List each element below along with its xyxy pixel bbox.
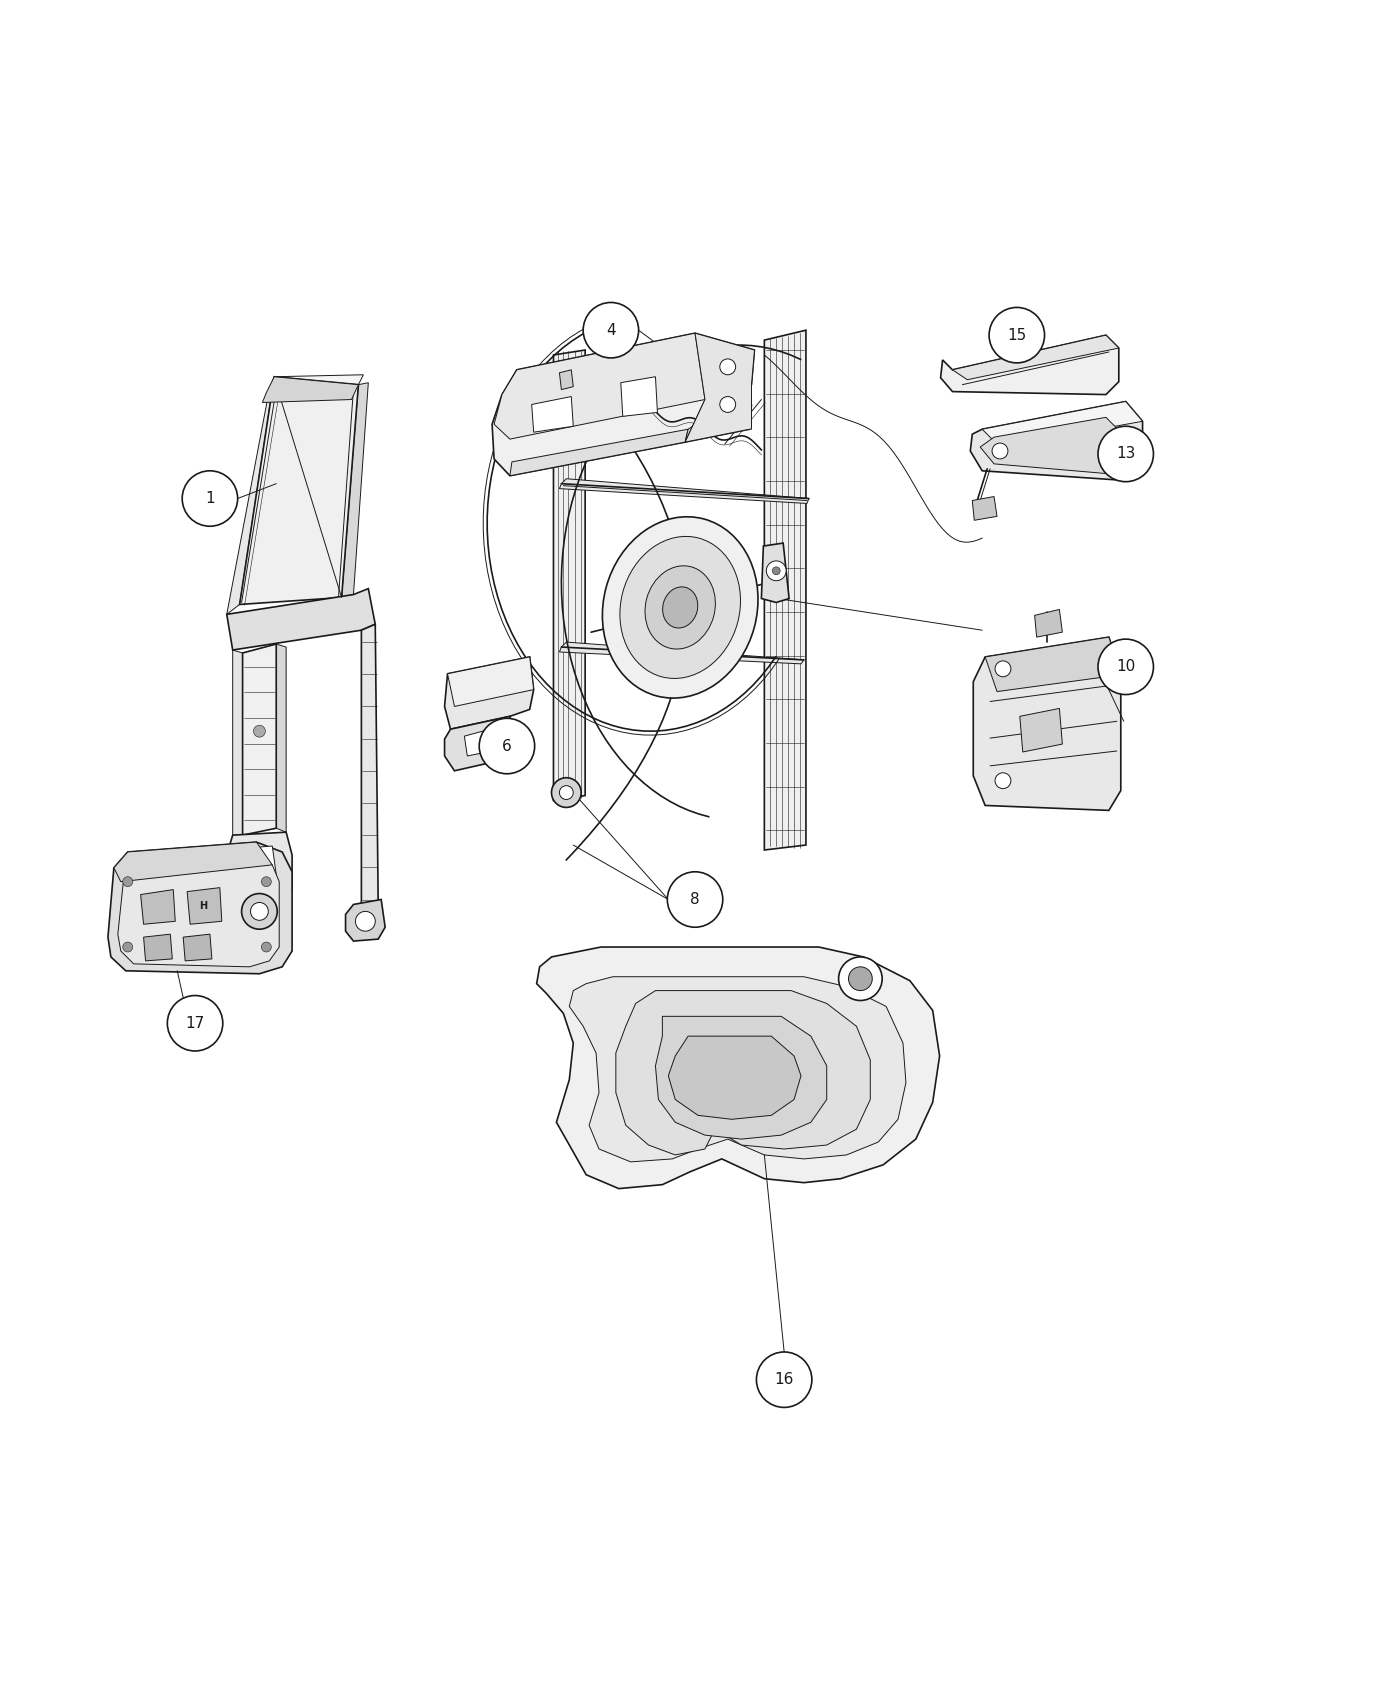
Polygon shape bbox=[983, 401, 1142, 447]
Circle shape bbox=[720, 359, 735, 374]
Circle shape bbox=[995, 661, 1011, 677]
Polygon shape bbox=[510, 428, 689, 476]
Polygon shape bbox=[239, 377, 358, 605]
Polygon shape bbox=[532, 396, 573, 432]
Polygon shape bbox=[118, 855, 279, 967]
Ellipse shape bbox=[620, 537, 741, 678]
Polygon shape bbox=[108, 842, 293, 974]
Text: H: H bbox=[199, 901, 207, 911]
Polygon shape bbox=[227, 588, 375, 649]
Polygon shape bbox=[232, 649, 242, 835]
Circle shape bbox=[995, 774, 1011, 789]
Polygon shape bbox=[465, 729, 491, 756]
Polygon shape bbox=[560, 371, 573, 389]
Polygon shape bbox=[494, 333, 706, 439]
Polygon shape bbox=[952, 335, 1119, 379]
Polygon shape bbox=[560, 479, 809, 503]
Circle shape bbox=[756, 1352, 812, 1408]
Text: 16: 16 bbox=[774, 1372, 794, 1387]
Polygon shape bbox=[346, 899, 385, 942]
Circle shape bbox=[123, 942, 133, 952]
Polygon shape bbox=[242, 644, 276, 835]
Text: 6: 6 bbox=[503, 738, 512, 753]
Text: 15: 15 bbox=[1007, 328, 1026, 343]
Polygon shape bbox=[560, 643, 804, 665]
Circle shape bbox=[584, 303, 638, 359]
Circle shape bbox=[262, 877, 272, 887]
Polygon shape bbox=[616, 991, 871, 1154]
Polygon shape bbox=[361, 624, 378, 911]
Polygon shape bbox=[445, 716, 514, 770]
Circle shape bbox=[839, 957, 882, 1001]
Circle shape bbox=[168, 996, 223, 1051]
Circle shape bbox=[993, 444, 1008, 459]
Polygon shape bbox=[620, 377, 658, 416]
Circle shape bbox=[560, 785, 573, 799]
Circle shape bbox=[251, 903, 269, 920]
Circle shape bbox=[848, 967, 872, 991]
Polygon shape bbox=[140, 889, 175, 925]
Polygon shape bbox=[762, 542, 790, 602]
Circle shape bbox=[182, 471, 238, 527]
Polygon shape bbox=[973, 638, 1121, 811]
Circle shape bbox=[1107, 661, 1123, 677]
Circle shape bbox=[479, 719, 535, 774]
Circle shape bbox=[494, 733, 514, 753]
Polygon shape bbox=[685, 333, 755, 442]
Text: 8: 8 bbox=[690, 892, 700, 908]
Polygon shape bbox=[970, 401, 1142, 481]
Circle shape bbox=[242, 894, 277, 930]
Polygon shape bbox=[986, 638, 1121, 692]
Polygon shape bbox=[269, 374, 364, 389]
Text: 10: 10 bbox=[1116, 660, 1135, 675]
Ellipse shape bbox=[645, 566, 715, 649]
Circle shape bbox=[720, 396, 735, 413]
Ellipse shape bbox=[662, 586, 697, 627]
Polygon shape bbox=[685, 400, 708, 442]
Polygon shape bbox=[668, 1035, 801, 1119]
Polygon shape bbox=[536, 947, 939, 1188]
Circle shape bbox=[1098, 427, 1154, 481]
Polygon shape bbox=[491, 333, 755, 476]
Polygon shape bbox=[262, 377, 358, 403]
Polygon shape bbox=[342, 382, 368, 597]
Polygon shape bbox=[1035, 609, 1063, 638]
Polygon shape bbox=[448, 656, 533, 707]
Circle shape bbox=[1098, 639, 1154, 695]
Polygon shape bbox=[655, 1017, 827, 1139]
Circle shape bbox=[668, 872, 722, 927]
Circle shape bbox=[262, 942, 272, 952]
Polygon shape bbox=[972, 496, 997, 520]
Polygon shape bbox=[764, 330, 806, 850]
Polygon shape bbox=[227, 377, 274, 614]
Circle shape bbox=[990, 308, 1044, 362]
Polygon shape bbox=[570, 977, 906, 1161]
Polygon shape bbox=[1019, 709, 1063, 751]
Circle shape bbox=[356, 911, 375, 932]
Polygon shape bbox=[113, 842, 272, 882]
Polygon shape bbox=[980, 416, 1123, 474]
Circle shape bbox=[552, 777, 581, 807]
Polygon shape bbox=[553, 350, 585, 801]
Polygon shape bbox=[183, 935, 211, 960]
Polygon shape bbox=[144, 935, 172, 960]
Polygon shape bbox=[242, 847, 276, 894]
Text: 17: 17 bbox=[185, 1017, 204, 1030]
Circle shape bbox=[773, 566, 780, 575]
Circle shape bbox=[123, 877, 133, 887]
Circle shape bbox=[766, 561, 787, 581]
Polygon shape bbox=[445, 656, 533, 729]
Text: 1: 1 bbox=[204, 491, 214, 507]
Ellipse shape bbox=[602, 517, 757, 699]
Polygon shape bbox=[188, 887, 221, 925]
Polygon shape bbox=[941, 335, 1119, 394]
Text: 13: 13 bbox=[1116, 447, 1135, 461]
Circle shape bbox=[253, 726, 266, 738]
Polygon shape bbox=[227, 833, 293, 913]
Circle shape bbox=[1110, 428, 1127, 445]
Text: 4: 4 bbox=[606, 323, 616, 338]
Polygon shape bbox=[276, 644, 286, 833]
